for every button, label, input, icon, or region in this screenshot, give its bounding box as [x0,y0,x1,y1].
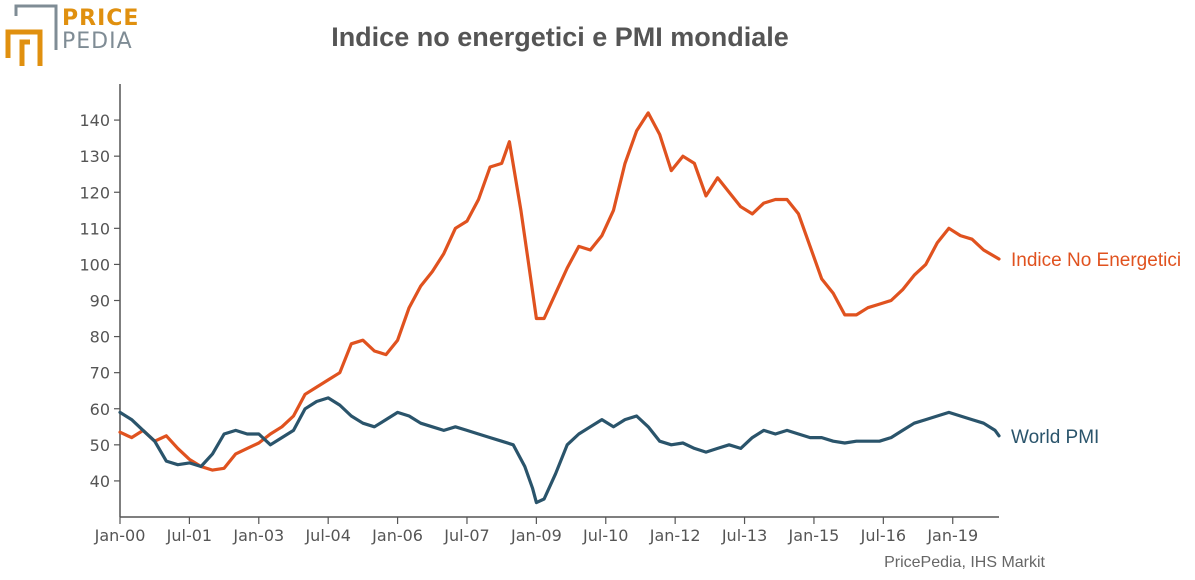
x-tick-label: Jan-03 [232,526,284,545]
series-label-indice-no-energetici: Indice No Energetici [1011,250,1181,271]
chart-title: Indice no energetici e PMI mondiale [331,22,789,52]
x-tick-label: Jan-00 [94,526,146,545]
x-tick-label: Jan-06 [371,526,423,545]
series-line-world-pmi [118,396,1001,505]
y-tick-label: 100 [79,255,110,274]
x-tick-label: Jan-15 [788,526,840,545]
source-note: PricePedia, IHS Markit [884,554,1045,571]
y-tick-label: 50 [90,436,110,455]
series-label-world-pmi: World PMI [1011,427,1099,448]
y-tick-label: 70 [90,364,110,383]
y-tick-label: 60 [90,400,110,419]
x-tick-label: Jul-10 [582,526,628,545]
y-tick-label: 90 [90,292,110,311]
y-tick-label: 130 [79,147,110,166]
y-tick-label: 110 [79,219,110,238]
y-tick-label: 120 [79,183,110,202]
y-tick-label: 40 [90,472,110,491]
x-tick-label: Jul-04 [304,526,350,545]
x-tick-label: Jul-16 [860,526,906,545]
y-tick-label: 80 [90,328,110,347]
pricepedia-logo: PRICE PEDIA [0,0,140,70]
logo-word-pedia: PEDIA [62,29,133,54]
x-tick-label: Jul-01 [166,526,212,545]
logo-word-price: PRICE [62,6,140,31]
y-tick-label: 140 [79,111,110,130]
x-tick-label: Jan-12 [649,526,701,545]
x-tick-label: Jul-13 [721,526,767,545]
series-line-indice-no-energetici [118,111,1001,472]
x-tick-label: Jan-09 [510,526,562,545]
x-tick-label: Jul-07 [443,526,489,545]
logo-bracket-icon [5,4,58,66]
x-tick-label: Jan-19 [926,526,978,545]
